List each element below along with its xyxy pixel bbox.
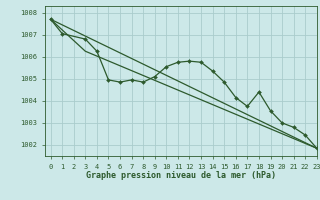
X-axis label: Graphe pression niveau de la mer (hPa): Graphe pression niveau de la mer (hPa) bbox=[86, 171, 276, 180]
